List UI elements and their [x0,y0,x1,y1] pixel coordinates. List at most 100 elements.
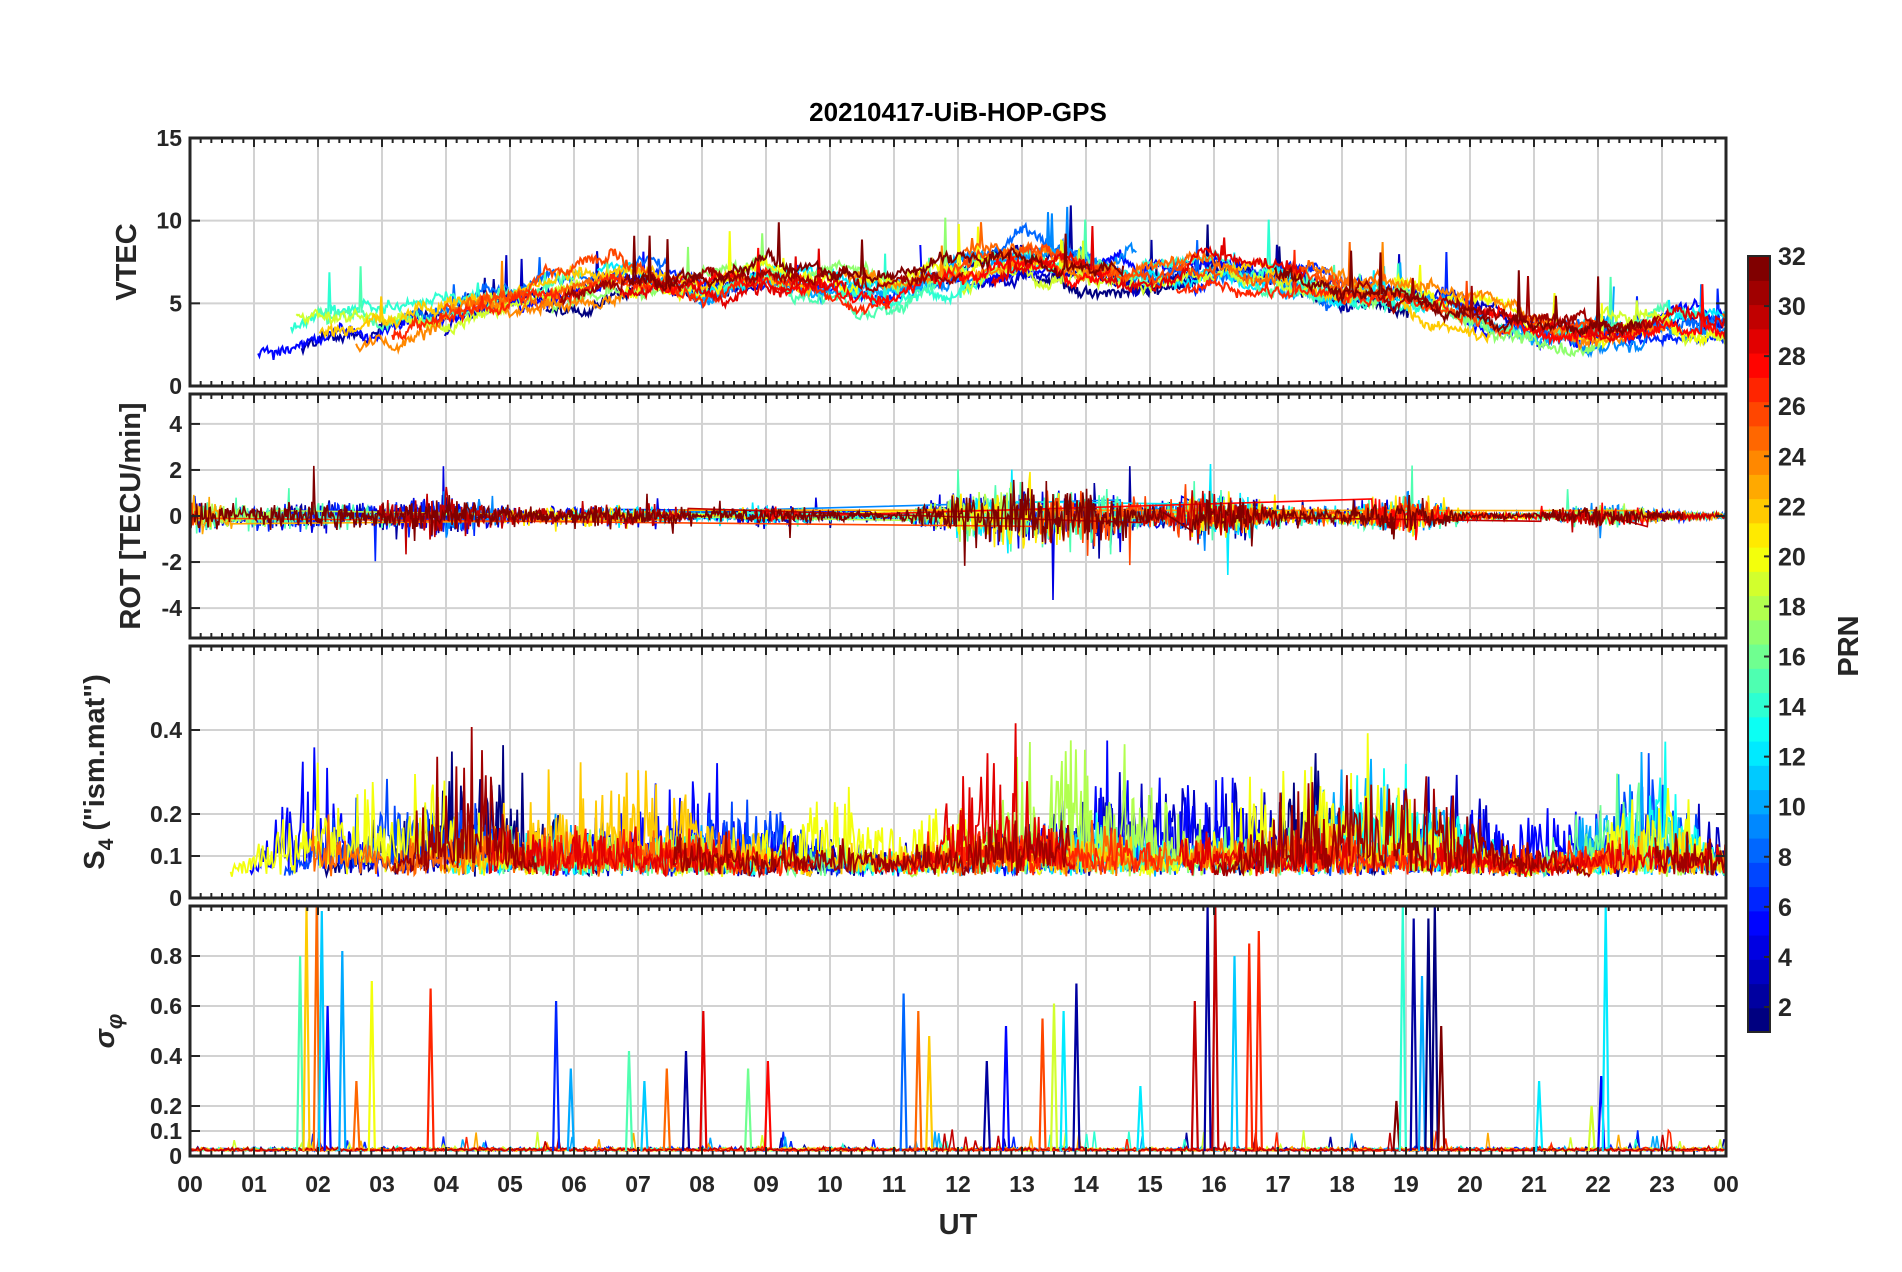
colorbar-tick-label: 14 [1778,694,1806,722]
colorbar-swatch [1748,522,1770,548]
colorbar-swatch [1748,304,1770,330]
sigma-spike [1136,1085,1145,1152]
colorbar-swatch [1748,353,1770,378]
rot-axis-label: ROT [TECU/min] [115,402,147,629]
x-axis-label: UT [939,1209,978,1241]
rot-ticks: -4 -2 0 2 4 [162,394,1727,638]
x-axis: 00 01 02 03 04 05 06 07 08 09 10 11 12 13 14 15 16 17 18 19… [177,1171,1739,1197]
sigma-spike [367,980,376,1152]
sigma-label-main: σ [89,1027,121,1048]
colorbar-tick-label: 16 [1778,644,1806,672]
vtec-series-prn-32 [626,222,1125,293]
vtec-series-prn-28 [1476,284,1726,346]
sigma-spike [899,993,908,1152]
sigma-spike [1059,1010,1068,1152]
rot-series-prn-32 [190,465,1684,566]
sigma-spike [1203,906,1212,1152]
x-tick-label: 19 [1393,1171,1419,1197]
x-tick-label: 12 [945,1171,971,1197]
vtec-series-prn-15 [716,219,1154,321]
x-tick-label: 08 [689,1171,715,1197]
s4-y-tick-label: 0.2 [150,801,182,827]
rot-y-tick-label: -4 [162,595,183,621]
rot-y-tick-label: 0 [169,503,182,529]
vtec-traces [257,205,1726,361]
sigma-spike [763,1060,772,1152]
sigma-spike [566,1068,575,1152]
colorbar-swatch [1748,571,1770,597]
colorbar-tick-label: 12 [1778,744,1806,772]
x-tick-label: 22 [1585,1171,1611,1197]
colorbar-tick-label: 30 [1778,293,1806,321]
sigma-spike [744,1068,753,1152]
colorbar-tick-label: 22 [1778,493,1806,521]
sigma-spike [296,955,305,1152]
sigma-spike [624,1050,634,1152]
colorbar-swatch [1748,886,1770,912]
sigma-spike [1437,1025,1446,1152]
sigma-spike [1601,906,1610,1152]
vtec-ticks: 0 5 10 15 [156,125,1727,399]
x-tick-label: 03 [369,1171,395,1197]
sigma-spike [1409,918,1418,1152]
sigma-spike [925,1035,934,1152]
x-tick-label: 00 [177,1171,203,1197]
rot-y-tick-label: -2 [162,549,182,575]
sigma-spike [317,910,326,1152]
colorbar-tick-label: 8 [1778,844,1792,872]
x-tick-label: 10 [817,1171,843,1197]
colorbar-tick-label: 6 [1778,894,1792,922]
sigma-spike [1424,918,1433,1152]
colorbar-swatch [1748,765,1770,791]
colorbar-swatch [1748,450,1770,475]
colorbar-tick-label: 32 [1778,243,1806,271]
colorbar-swatch [1748,498,1770,524]
sigma-spike [1072,983,1081,1152]
x-tick-label: 23 [1649,1171,1675,1197]
vtec-series-prn-28 [656,247,1112,308]
x-tick-label: 18 [1329,1171,1355,1197]
x-tick-label: 04 [433,1171,459,1197]
sigma-spike [982,1060,991,1152]
s4-label-main: S [79,850,111,869]
sigma-spike [1049,1003,1059,1152]
colorbar-swatch [1748,813,1770,839]
colorbar-swatch [1748,547,1770,572]
sigma-phi-y-tick-label: 0.1 [150,1118,182,1144]
sigma-phi-y-tick-label: 0 [169,1143,182,1169]
colorbar-swatch [1748,401,1770,427]
sigma-label-sub: φ [102,1014,127,1029]
sigma-phi-panel: 00.10.2 0.4 0.6 0.8 [150,904,1728,1169]
x-tick-label: 01 [241,1171,267,1197]
x-tick-label: 02 [305,1171,331,1197]
x-tick-label: 06 [561,1171,587,1197]
s4-y-tick-label: 0.4 [150,717,182,743]
sigma-spike [1587,1105,1596,1152]
colorbar-tick-label: 10 [1778,794,1806,822]
s4-series-prn-31 [672,820,1071,879]
colorbar-swatch [1748,935,1770,960]
colorbar-swatch [1748,862,1770,888]
x-tick-label: 21 [1521,1171,1547,1197]
s4-series-prn-31 [1211,775,1591,878]
colorbar-tick-label: 24 [1778,443,1806,471]
colorbar-swatch [1748,474,1770,500]
vtec-y-tick-label: 10 [156,208,182,234]
sigma-spike [1038,1018,1047,1152]
vtec-series-prn-20 [625,223,1082,303]
rot-traces [190,463,1726,601]
vtec-series-prn-29 [1529,304,1726,344]
s4-series-prn-31 [391,726,538,875]
s4-axis-label: S4 ("ism.mat") [79,674,118,870]
colorbar-swatch [1748,280,1770,306]
chart-title: 20210417-UiB-HOP-GPS [809,97,1107,127]
colorbar-swatch [1748,377,1770,403]
colorbar-tick-label: 18 [1778,593,1806,621]
vtec-y-tick-label: 15 [156,125,182,151]
vtec-y-tick-label: 5 [169,290,182,316]
colorbar-swatch [1748,256,1770,281]
vtec-panel: 0 5 10 15 [156,125,1728,399]
colorbar-swatch [1748,595,1770,621]
vtec-y-tick-label: 0 [169,373,182,399]
